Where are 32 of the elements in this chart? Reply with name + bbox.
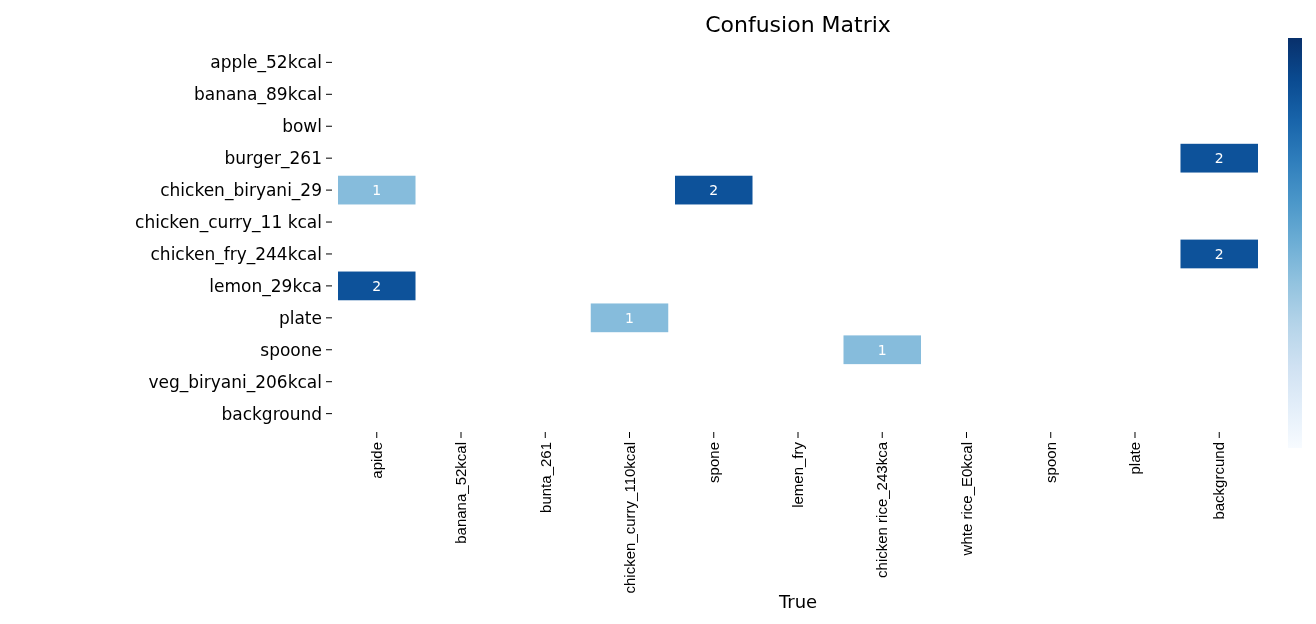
y-tick-label: veg_biryani_206kcal — [148, 371, 322, 393]
x-tick-label: banana_52kcal — [452, 442, 470, 544]
x-tick-label: chicken_curry_110kcal — [620, 442, 638, 594]
data-label: 2 — [709, 182, 719, 198]
data-label: 1 — [877, 341, 887, 358]
x-tick-label: spone — [705, 442, 722, 483]
x-tick-label: plate — [1126, 442, 1144, 475]
y-tick-label: burger_261 — [224, 148, 322, 170]
y-tick-label: apple_52kcal — [210, 52, 322, 74]
data-label: 2 — [372, 277, 382, 294]
x-tick-label: spoon — [1042, 442, 1059, 483]
data-label: 2 — [1214, 245, 1224, 262]
x-axis-title: True — [777, 591, 818, 612]
x-tick-label: bunta_261 — [536, 442, 554, 513]
x-tick-label: whte rice_E0kcal — [957, 442, 975, 557]
x-tick-label: apide — [368, 442, 385, 479]
y-tick-label: chicken_biryani_29 — [160, 180, 322, 202]
y-tick-label: spoone — [260, 339, 322, 360]
y-tick-label: chicken_curry_11 kcal — [135, 211, 322, 233]
data-label: 1 — [625, 309, 634, 326]
y-tick-label: lemon_29kca — [209, 275, 322, 297]
y-tick-label: plate — [278, 307, 322, 328]
y-tick-label: background — [221, 403, 322, 424]
x-tick-label: chicken rice_243kca — [873, 441, 891, 578]
data-label: 2 — [1214, 150, 1224, 167]
y-tick-label: chicken_fry_244kcal — [150, 243, 322, 265]
chart-title: Confusion Matrix — [705, 12, 891, 37]
x-tick-label: backgrcund — [1210, 442, 1228, 520]
y-tick-label: bowl — [282, 116, 322, 137]
y-tick-label: banana_89kcal — [193, 84, 322, 106]
data-label: 1 — [372, 182, 382, 198]
x-tick-label: lemen_fry — [789, 441, 807, 508]
